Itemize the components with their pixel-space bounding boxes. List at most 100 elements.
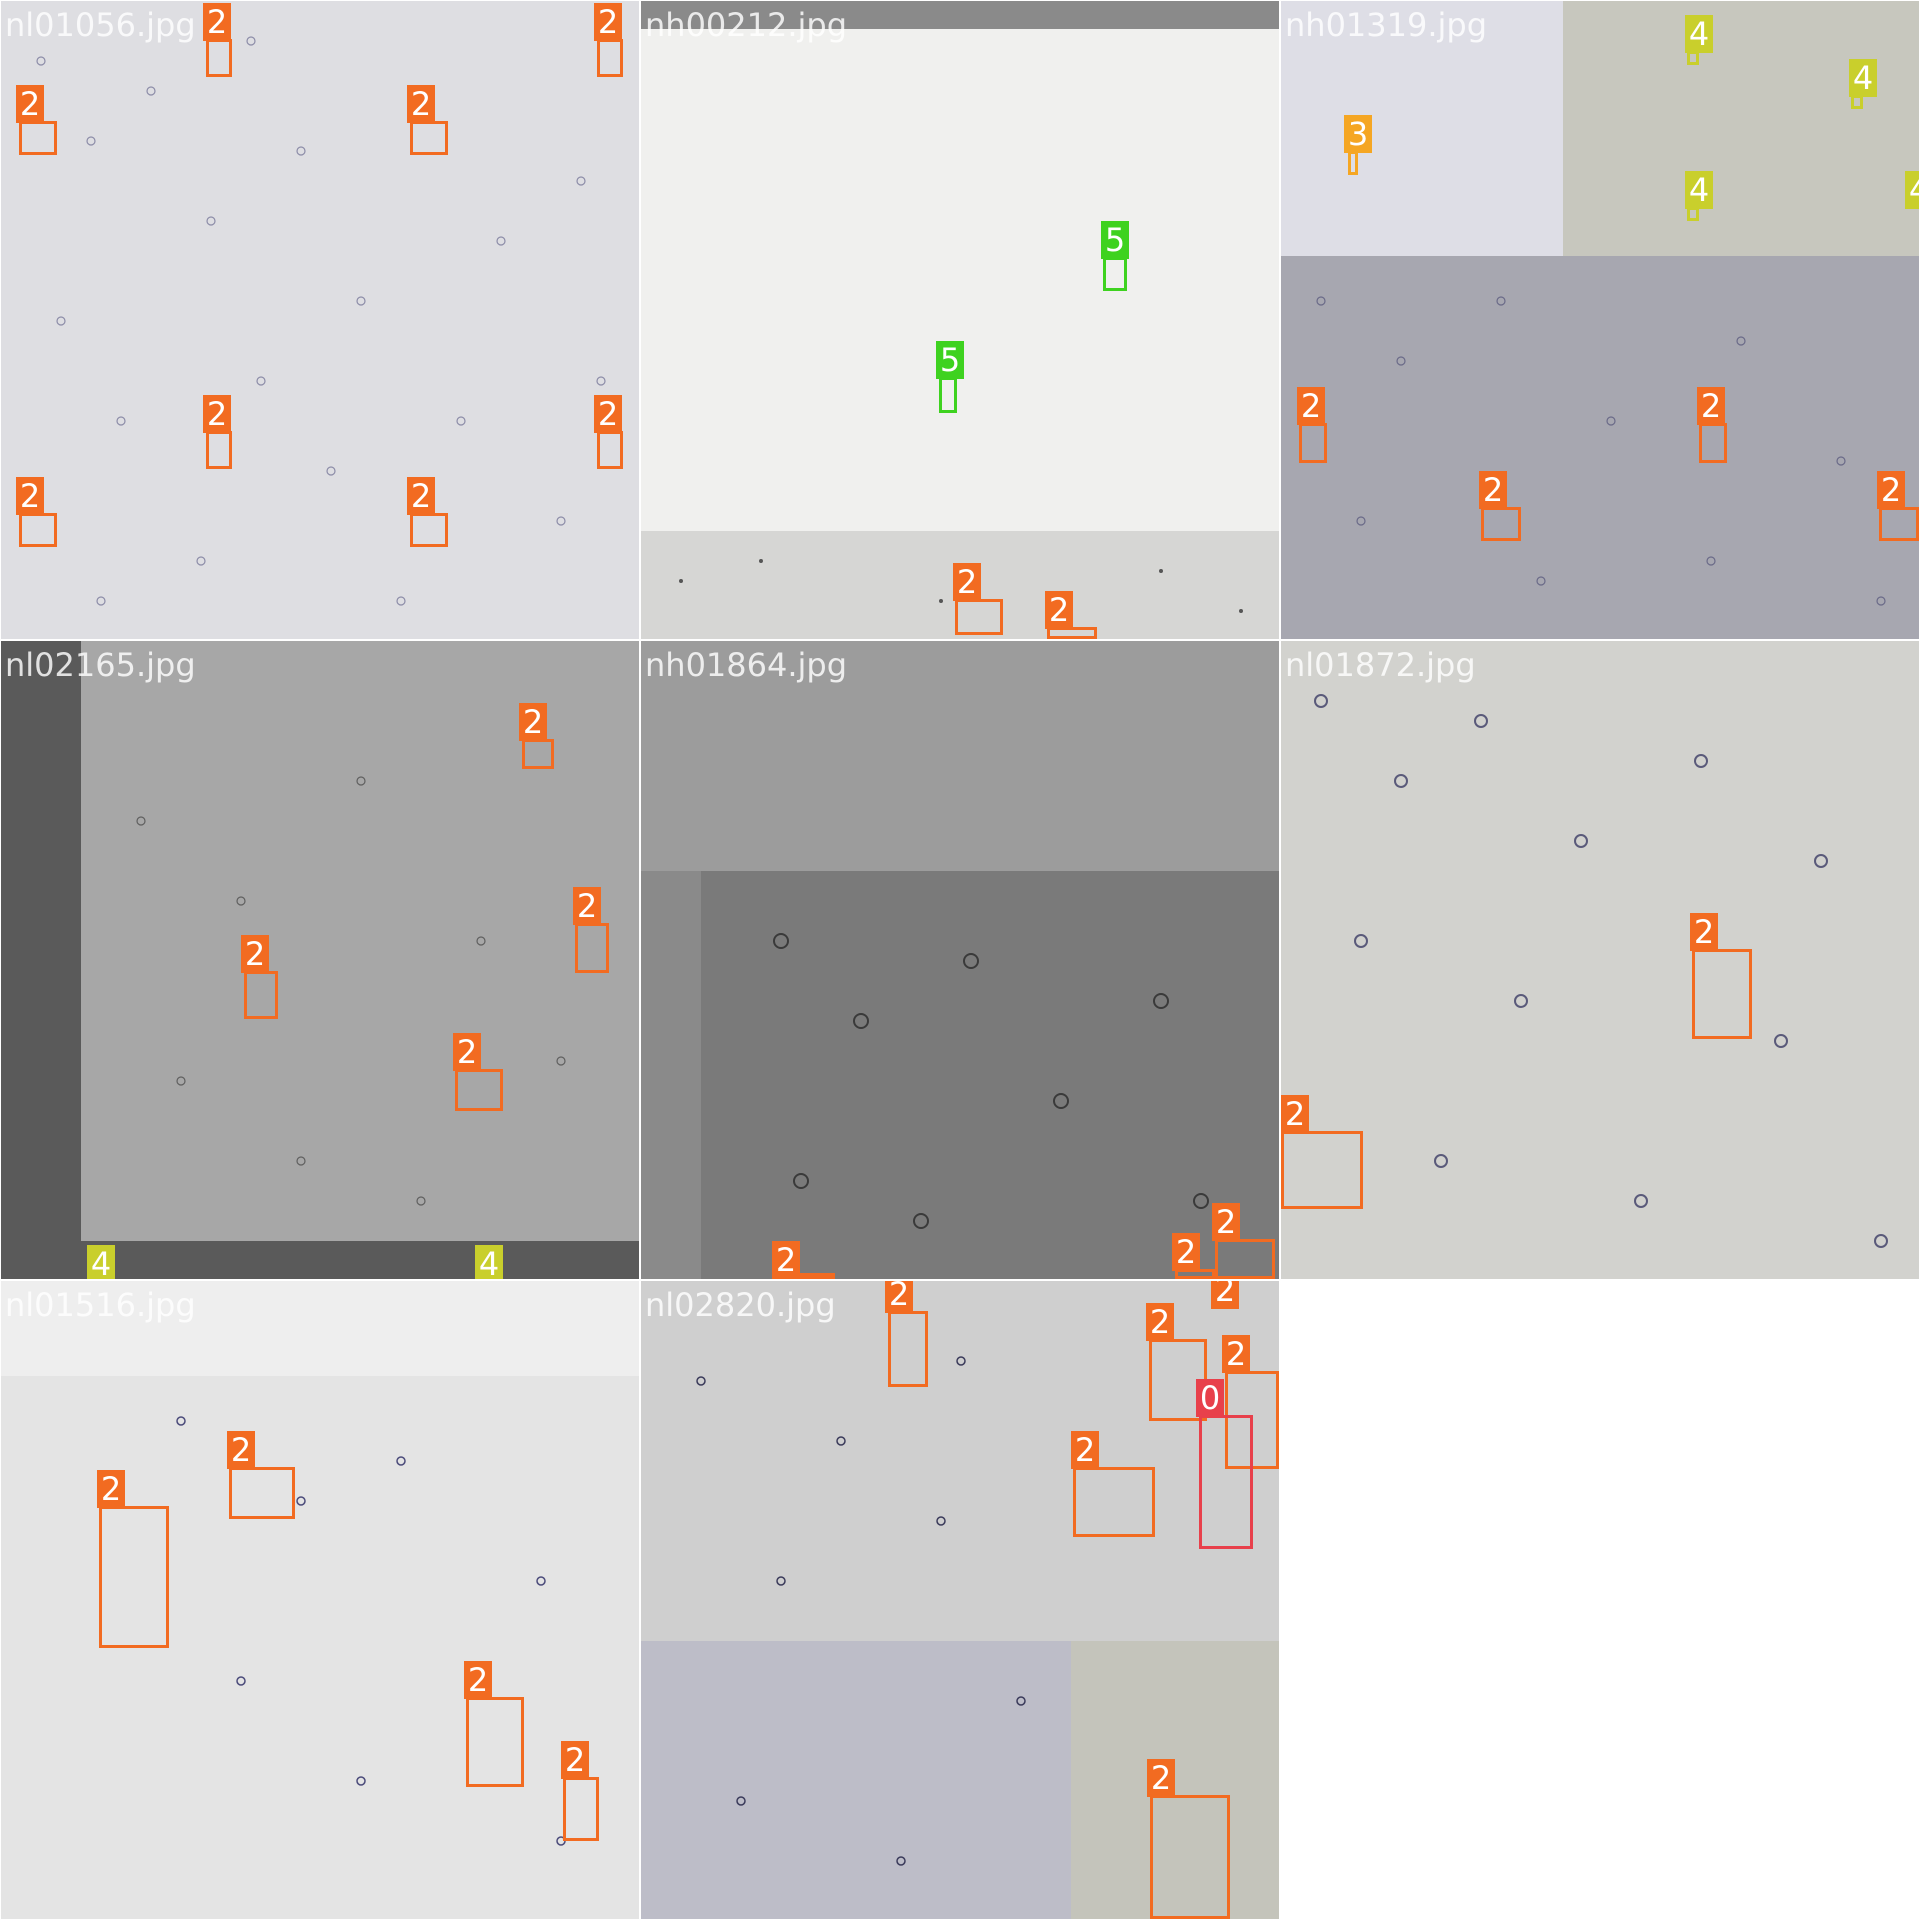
tile-5: nh01864.jpg 2 2 2 [641,641,1279,1279]
image-filename: nh00212.jpg [645,6,848,44]
class-label: 3 [1344,115,1372,153]
class-label: 2 [203,395,231,433]
class-label: 2 [1172,1233,1200,1271]
class-label: 2 [953,563,981,601]
tile-1: nl01056.jpg 2 2 2 2 2 2 2 2 [1,1,639,639]
detection-box [206,431,232,469]
class-label: 4 [1905,171,1919,209]
detection-box [19,513,57,547]
detection-box [563,1777,599,1841]
class-label: 2 [464,1661,492,1699]
detection-box [1687,51,1699,65]
image-filename: nl02820.jpg [645,1286,836,1324]
class-label: 2 [203,3,231,41]
detection-box [1687,207,1699,221]
microscopy-image [1,641,639,1279]
class-label: 4 [87,1245,115,1279]
class-label: 2 [1479,471,1507,509]
class-label: 2 [453,1033,481,1071]
detection-box [1879,507,1919,541]
class-label: 2 [407,85,435,123]
detection-box [455,1069,503,1111]
tile-6: nl01872.jpg 2 2 [1281,641,1919,1279]
image-filename: nl01872.jpg [1285,646,1476,684]
microscopy-image [641,1,1279,639]
class-label: 5 [936,341,964,379]
class-label: 2 [561,1741,589,1779]
image-filename: nl01516.jpg [5,1286,196,1324]
detection-box [1150,1795,1230,1919]
image-filename: nl02165.jpg [5,646,196,684]
microscopy-image [1,1281,639,1919]
microscopy-image [1281,1,1919,639]
class-label: 2 [772,1241,800,1279]
detection-box [410,513,448,547]
detection-box [1692,949,1752,1039]
detection-box [229,1467,295,1519]
detection-box [1481,507,1521,541]
detection-box [1699,423,1727,463]
detection-box [1215,1239,1275,1279]
empty-cell [1281,1281,1919,1919]
class-label: 2 [1281,1095,1309,1133]
microscopy-image [641,641,1279,1279]
class-label: 2 [594,395,622,433]
detection-box [575,923,609,973]
class-label: 2 [407,477,435,515]
class-label: 2 [573,887,601,925]
detection-box [1103,257,1127,291]
microscopy-image [641,1281,1279,1919]
detection-box [244,971,278,1019]
detection-box [597,431,623,469]
class-label: 2 [1297,387,1325,425]
class-label: 2 [885,1281,913,1313]
detection-box [1348,151,1358,175]
detection-box [888,1311,928,1387]
microscopy-image [1281,641,1919,1279]
microscopy-image [1,1,639,639]
detection-box [1851,95,1863,109]
detection-box [1073,1467,1155,1537]
detection-box [206,39,232,77]
class-label: 4 [1849,59,1877,97]
detection-box [955,599,1003,635]
class-label: 4 [1685,171,1713,209]
class-label: 2 [1690,913,1718,951]
detection-box [466,1697,524,1787]
detection-box [522,739,554,769]
class-label: 4 [1685,15,1713,53]
detection-box [410,121,448,155]
class-label: 2 [1877,471,1905,509]
class-label: 2 [519,703,547,741]
image-filename: nl01056.jpg [5,6,196,44]
tile-4: nl02165.jpg 2 2 2 2 4 4 [1,641,639,1279]
class-label: 2 [16,477,44,515]
class-label: 2 [1212,1203,1240,1241]
tile-3: nh01319.jpg 4 4 3 4 4 2 2 2 2 [1281,1,1919,639]
class-label: 2 [1045,591,1073,629]
detection-box [1299,423,1327,463]
image-filename: nh01864.jpg [645,646,848,684]
class-label: 2 [1071,1431,1099,1469]
detection-box [1281,1131,1363,1209]
tile-8: nl02820.jpg 2 2 2 2 0 2 2 [641,1281,1279,1919]
class-label: 2 [1147,1759,1175,1797]
class-label: 2 [97,1470,125,1508]
class-label: 2 [1146,1303,1174,1341]
image-filename: nh01319.jpg [1285,6,1488,44]
class-label: 2 [1697,387,1725,425]
class-label: 0 [1196,1379,1224,1417]
class-label: 2 [594,3,622,41]
detection-box [939,377,957,413]
detection-box [1199,1415,1253,1549]
class-label: 2 [241,935,269,973]
detection-box [99,1506,169,1648]
class-label: 5 [1101,221,1129,259]
class-label: 2 [16,85,44,123]
class-label: 2 [1211,1281,1239,1309]
class-label: 4 [475,1245,503,1279]
class-label: 2 [1222,1335,1250,1373]
detection-box [19,121,57,155]
detection-box [597,39,623,77]
tile-7: nl01516.jpg 2 2 2 2 [1,1281,639,1919]
